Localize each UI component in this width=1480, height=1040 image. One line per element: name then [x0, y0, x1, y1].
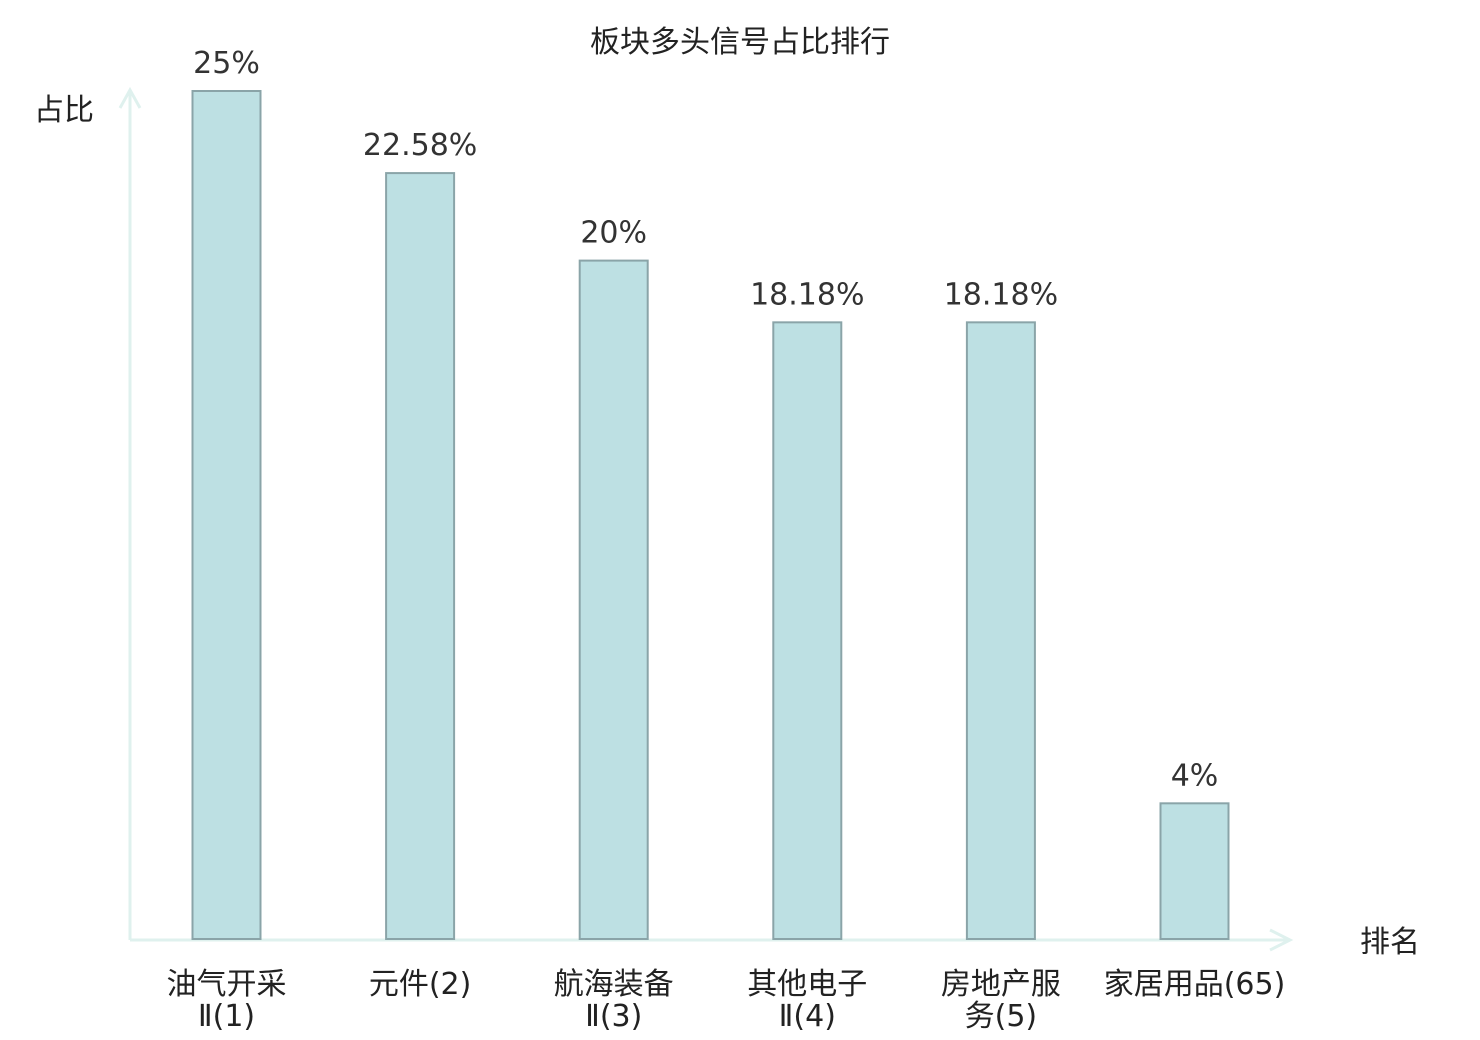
bar-3 [578, 259, 649, 941]
value-label-5: 18.18% [944, 277, 1058, 312]
category-label-6: 家居用品(65) [1104, 967, 1286, 1002]
category-label-4-line-1: 其他电子 [747, 967, 867, 1002]
category-label-5-line-2: 务(5) [965, 999, 1038, 1034]
value-labels: 25% 22.58% 20% 18.18% 18.18% 4% [193, 46, 1218, 793]
category-label-4-line-2: Ⅱ(4) [779, 999, 836, 1034]
bar-5 [965, 321, 1036, 940]
bar-1 [191, 90, 262, 940]
bars [191, 90, 1230, 941]
value-label-2: 22.58% [363, 128, 477, 163]
value-label-6: 4% [1171, 758, 1219, 793]
chart-title: 板块多头信号占比排行 [590, 25, 890, 60]
bar-4 [772, 321, 843, 940]
value-label-3: 20% [580, 216, 647, 251]
category-label-2: 元件(2) [369, 967, 472, 1002]
y-axis-label: 占比 [34, 93, 94, 128]
category-label-1-line-2: Ⅱ(1) [198, 999, 255, 1034]
category-label-3-line-2: Ⅱ(3) [585, 999, 642, 1034]
y-axis-arrow [118, 86, 142, 109]
x-axis-label: 排名 [1360, 925, 1420, 960]
bar-6 [1159, 802, 1230, 940]
x-axis-arrow [1269, 928, 1294, 952]
value-label-4: 18.18% [750, 277, 864, 312]
category-label-1-line-1: 油气开采 [167, 967, 287, 1002]
category-label-5-line-1: 房地产服 [941, 967, 1061, 1002]
category-label-3-line-1: 航海装备 [554, 967, 674, 1002]
bar-2 [385, 172, 456, 940]
axes [118, 86, 1294, 952]
value-label-1: 25% [193, 46, 260, 81]
